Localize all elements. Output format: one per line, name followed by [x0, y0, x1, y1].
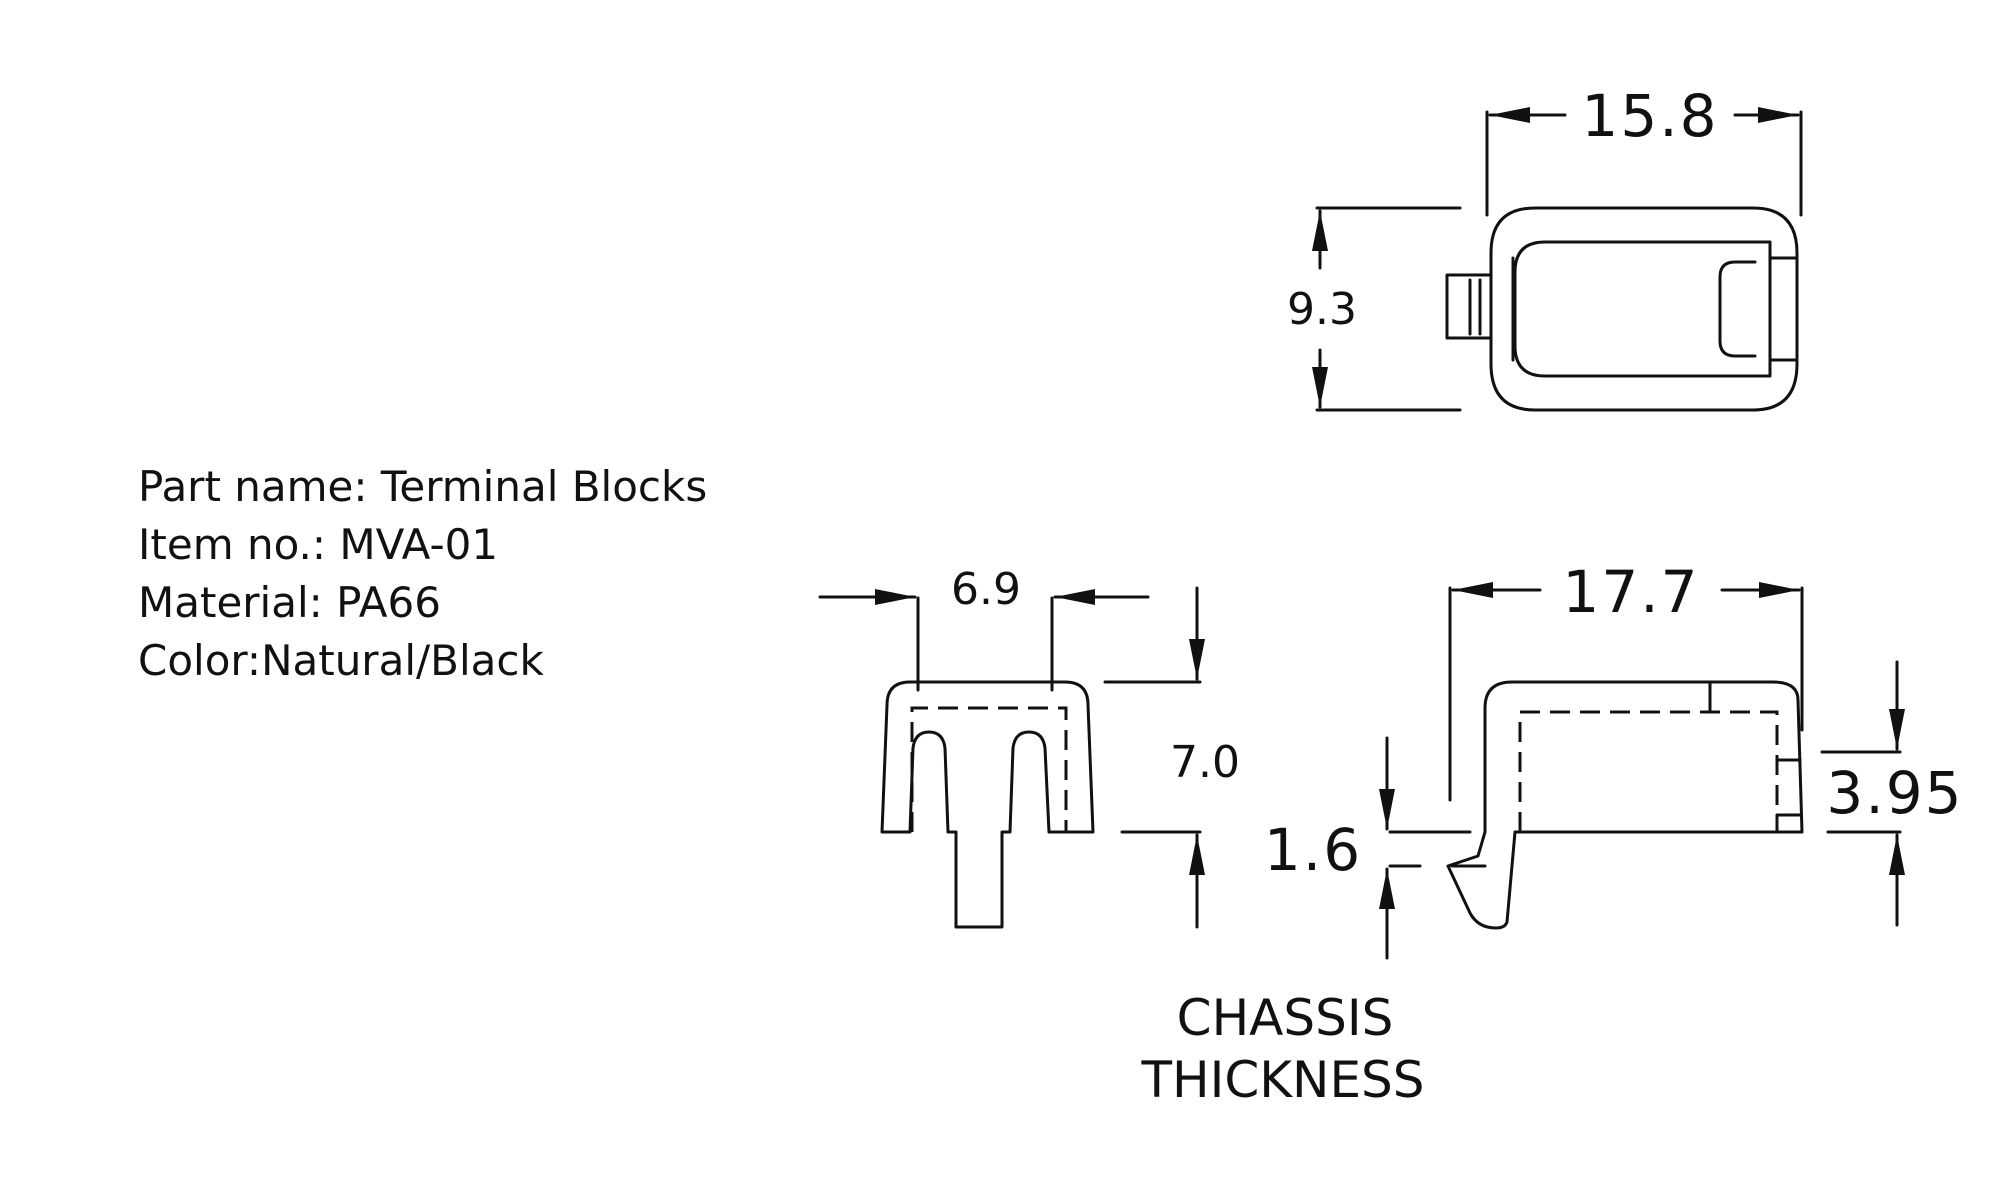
top-view-inner-outline: [1513, 240, 1772, 378]
side-width-dim: 17.7: [1562, 558, 1699, 626]
top-width-dim: 15.8: [1581, 82, 1718, 150]
chassis-note-line2: THICKNESS: [1140, 1051, 1424, 1109]
arrowhead: [1312, 367, 1328, 407]
material-text: Material: PA66: [138, 578, 441, 627]
item-number-text: Item no.: MVA-01: [138, 520, 499, 569]
arrowhead: [1759, 582, 1799, 598]
chassis-thickness-dim: 1.6: [1264, 816, 1362, 884]
arrowhead: [1453, 582, 1493, 598]
arrowhead: [1379, 789, 1395, 829]
front-width-dim: 6.9: [951, 564, 1021, 615]
top-view-tab: [1445, 273, 1493, 340]
side-view: 17.7 3.95 1.6: [1264, 558, 1963, 960]
front-view-hidden-line: [910, 706, 1068, 832]
arrowhead: [1189, 835, 1205, 875]
chassis-thickness-note: CHASSIS THICKNESS: [1140, 989, 1424, 1109]
arrowhead: [1889, 835, 1905, 875]
top-view: 15.8 9.3: [1287, 82, 1803, 412]
side-height-dim: 3.95: [1826, 759, 1963, 827]
side-view-outline: [1446, 680, 1804, 930]
arrowhead: [1312, 211, 1328, 251]
arrowhead: [1889, 709, 1905, 749]
top-height-dim: 9.3: [1287, 284, 1357, 335]
side-view-hidden-line: [1518, 710, 1779, 832]
spec-block: Part name: Terminal Blocks Item no.: MVA…: [138, 458, 707, 690]
arrowhead: [1758, 107, 1798, 123]
arrowhead: [1379, 869, 1395, 909]
arrowhead: [1189, 639, 1205, 679]
arrowhead: [1055, 589, 1095, 605]
arrowhead: [1490, 107, 1530, 123]
top-view-window: [1718, 260, 1757, 358]
front-view-outline: [880, 680, 1095, 929]
front-view: 6.9 7.0: [818, 564, 1240, 929]
top-view-outline: [1489, 206, 1799, 412]
part-name-text: Part name: Terminal Blocks: [138, 462, 708, 511]
arrowhead: [875, 589, 915, 605]
front-height-dim: 7.0: [1170, 737, 1240, 788]
chassis-note-line1: CHASSIS: [1177, 989, 1394, 1047]
color-text: Color:Natural/Black: [138, 636, 544, 685]
